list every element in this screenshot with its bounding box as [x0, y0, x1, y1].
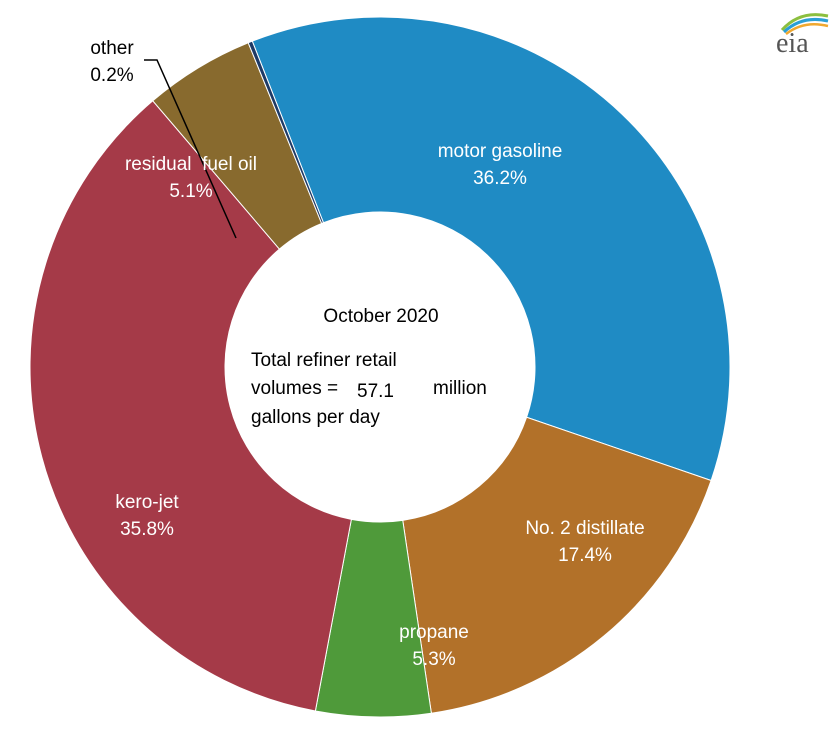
eia-logo: eia [770, 8, 832, 59]
slice-percent-label: 35.8% [120, 519, 174, 540]
slice-label: No. 2 distillate [525, 518, 644, 539]
slice-percent-label: 0.2% [90, 65, 133, 86]
slice-labels: motor gasoline 36.2% No. 2 distillate 17.4%… [90, 38, 644, 670]
slice-percent-label: 36.2% [473, 168, 527, 189]
slice-label: residual fuel oil [125, 154, 257, 175]
slice-label: propane [399, 622, 469, 643]
leader-lines [144, 59, 237, 239]
center-volume-value: 57.1 [357, 381, 394, 402]
logo-swoosh-icon [780, 13, 829, 35]
slice-percent-label: 5.3% [412, 649, 455, 670]
slice-no.-2-distillate [402, 416, 712, 714]
center-total-label: Total refiner retail [251, 350, 397, 371]
center-text: October 2020 Total refiner retail volume… [251, 306, 487, 428]
center-unit-label: million [433, 378, 487, 399]
slice-motor-gasoline [251, 16, 731, 482]
center-volumes-label: volumes = [251, 378, 338, 399]
slice-kero-jet [29, 100, 352, 712]
slice-percent-label: 5.1% [169, 181, 212, 202]
logo-text: eia [776, 28, 809, 56]
slice-label: motor gasoline [438, 141, 563, 162]
slice-percent-label: 17.4% [558, 545, 612, 566]
slice-label: other [90, 38, 134, 59]
slices [29, 16, 731, 718]
slice-other [247, 40, 325, 225]
center-per-day-label: gallons per day [251, 407, 380, 428]
center-date: October 2020 [323, 306, 438, 327]
other-leader-line [144, 59, 237, 239]
slice-label: kero-jet [115, 492, 179, 513]
